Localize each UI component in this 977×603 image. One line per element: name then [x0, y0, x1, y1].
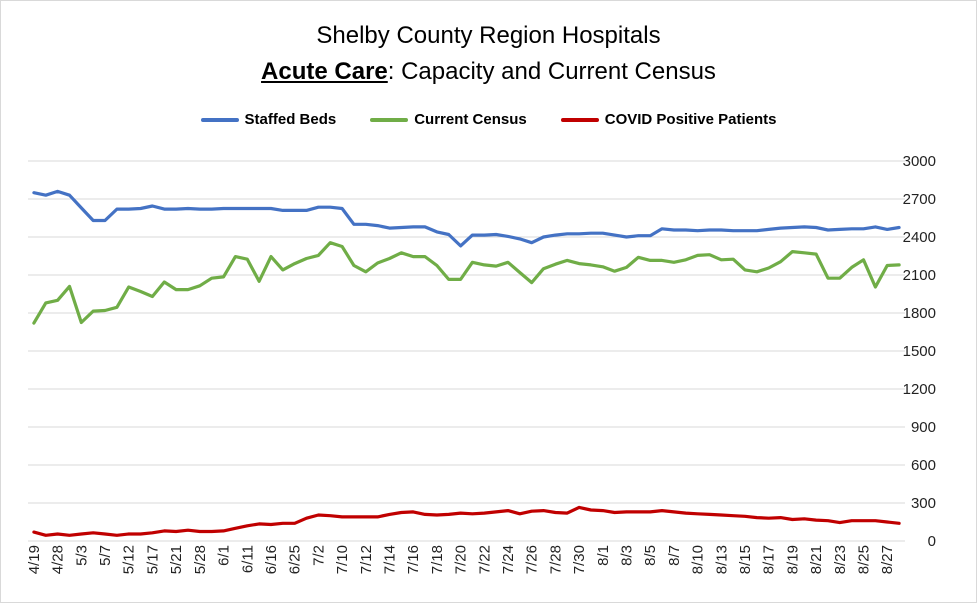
series-line-0 [32, 189, 901, 248]
x-tick-label: 8/25 [856, 545, 873, 574]
x-tick-label: 7/30 [571, 545, 588, 574]
x-tick-label: 8/5 [642, 545, 659, 566]
legend-swatch-current-census [370, 117, 409, 122]
y-tick-label: 900 [911, 419, 936, 436]
x-tick-label: 5/12 [121, 545, 138, 574]
x-tick-label: 7/28 [547, 545, 564, 574]
x-tick-label: 5/21 [168, 545, 185, 574]
x-tick-label: 7/12 [358, 545, 375, 574]
x-tick-label: 4/28 [50, 545, 67, 574]
x-tick-label: 5/28 [192, 545, 209, 574]
y-tick-label: 600 [911, 457, 936, 474]
x-tick-label: 8/27 [879, 545, 896, 574]
x-tick-label: 8/19 [784, 545, 801, 574]
series-line-2 [32, 505, 901, 537]
y-tick-label: 1800 [903, 305, 936, 322]
x-tick-label: 6/11 [239, 545, 256, 573]
x-tick-label: 4/19 [26, 545, 43, 574]
y-tick-label: 3000 [903, 153, 936, 170]
x-tick-label: 8/3 [618, 545, 635, 566]
series-line-1 [32, 241, 901, 325]
legend-swatch-covid-positive [560, 117, 599, 122]
x-tick-label: 5/17 [144, 545, 161, 574]
x-tick-label: 6/16 [263, 545, 280, 574]
y-tick-label: 2400 [903, 229, 936, 246]
x-tick-label: 8/10 [690, 545, 707, 574]
x-tick-label: 6/25 [287, 545, 304, 574]
x-tick-label: 5/7 [97, 545, 114, 566]
chart-subtitle: Acute Care: Capacity and Current Census [0, 58, 977, 86]
x-tick-label: 8/13 [713, 545, 730, 574]
x-tick-label: 7/18 [429, 545, 446, 574]
chart-subtitle-emphasis: Acute Care [261, 58, 388, 85]
legend-item-current-census: Current Census [370, 111, 527, 128]
x-tick-label: 7/10 [334, 545, 351, 574]
legend-label-staffed-beds: Staffed Beds [244, 111, 337, 128]
legend-item-staffed-beds: Staffed Beds [200, 111, 337, 128]
x-tick-label: 7/16 [405, 545, 422, 574]
y-tick-label: 300 [911, 495, 936, 512]
x-tick-label: 7/26 [524, 545, 541, 574]
y-tick-label: 1500 [903, 343, 936, 360]
legend-item-covid-positive: COVID Positive Patients [560, 111, 777, 128]
legend-label-covid-positive: COVID Positive Patients [604, 111, 777, 128]
legend: Staffed Beds Current Census COVID Positi… [0, 111, 977, 128]
legend-label-current-census: Current Census [414, 111, 527, 128]
x-tick-label: 5/3 [73, 545, 90, 566]
x-tick-label: 6/1 [216, 545, 233, 566]
y-tick-label: 2100 [903, 267, 936, 284]
chart-subtitle-suffix: : Capacity and Current Census [387, 58, 716, 85]
x-tick-label: 8/23 [832, 545, 849, 574]
x-tick-label: 7/20 [453, 545, 470, 574]
x-tick-label: 8/1 [595, 545, 612, 566]
x-tick-label: 7/24 [500, 545, 517, 574]
x-tick-label: 8/21 [808, 545, 825, 574]
x-tick-label: 8/7 [666, 545, 683, 566]
y-tick-label: 2700 [903, 191, 936, 208]
x-tick-label: 7/22 [476, 545, 493, 574]
legend-swatch-staffed-beds [200, 117, 239, 122]
y-tick-label: 1200 [903, 381, 936, 398]
y-tick-label: 0 [928, 533, 936, 550]
x-tick-label: 7/14 [381, 545, 398, 574]
x-tick-label: 8/17 [761, 545, 778, 574]
x-tick-label: 8/15 [737, 545, 754, 574]
x-tick-label: 7/2 [310, 545, 327, 566]
chart-title: Shelby County Region Hospitals [316, 22, 661, 49]
